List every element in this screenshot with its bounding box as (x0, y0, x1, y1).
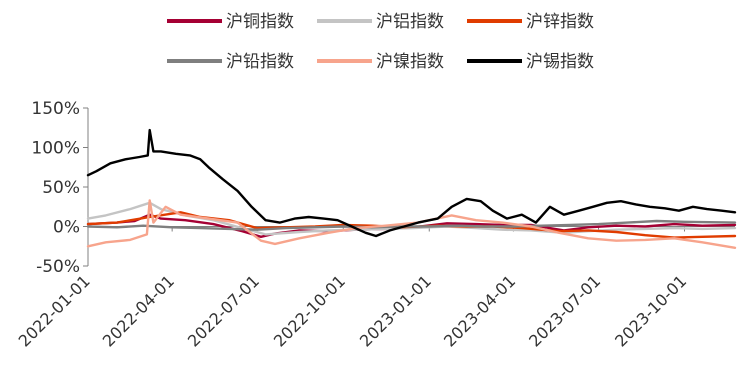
y-tick-label: -50% (36, 257, 80, 277)
legend-label: 沪铅指数 (226, 52, 294, 72)
legend-label: 沪镍指数 (376, 52, 444, 72)
series-line-2 (86, 201, 737, 236)
legend-item-6: 沪锡指数 (467, 52, 594, 72)
y-tick-label: 100% (31, 139, 80, 159)
series-line-5 (86, 199, 737, 250)
y-ticks: -50% 0% 50% 100% 150% (31, 99, 88, 277)
x-tick-label: 2022-01-01 (15, 271, 94, 350)
legend-label: 沪锡指数 (526, 52, 594, 72)
legend-label: 沪铜指数 (226, 12, 294, 32)
legend-label: 沪铝指数 (376, 12, 444, 32)
series-lines (86, 128, 737, 250)
legend-item-3: 沪锌指数 (467, 12, 594, 32)
y-tick-label: 50% (42, 178, 80, 198)
x-tick-label: 2022-07-01 (184, 271, 263, 350)
x-tick-label: 2023-01-01 (356, 271, 435, 350)
legend-item-1: 沪铜指数 (167, 12, 294, 32)
series-line-6 (86, 128, 737, 238)
legend-item-4: 沪铅指数 (167, 52, 294, 72)
legend-label: 沪锌指数 (526, 12, 594, 32)
x-tick-label: 2023-07-01 (525, 271, 604, 350)
x-ticks: 2022-01-01 2022-04-01 2022-07-01 2022-10-01… (15, 226, 690, 351)
x-tick-label: 2022-04-01 (99, 271, 178, 350)
y-tick-label: 150% (31, 99, 80, 119)
x-tick-label: 2023-04-01 (440, 271, 519, 350)
x-tick-label: 2023-10-01 (611, 271, 690, 350)
legend-item-5: 沪镍指数 (317, 52, 444, 72)
y-tick-label: 0% (53, 218, 80, 238)
legend-item-2: 沪铝指数 (317, 12, 444, 32)
x-tick-label: 2022-10-01 (270, 271, 349, 350)
